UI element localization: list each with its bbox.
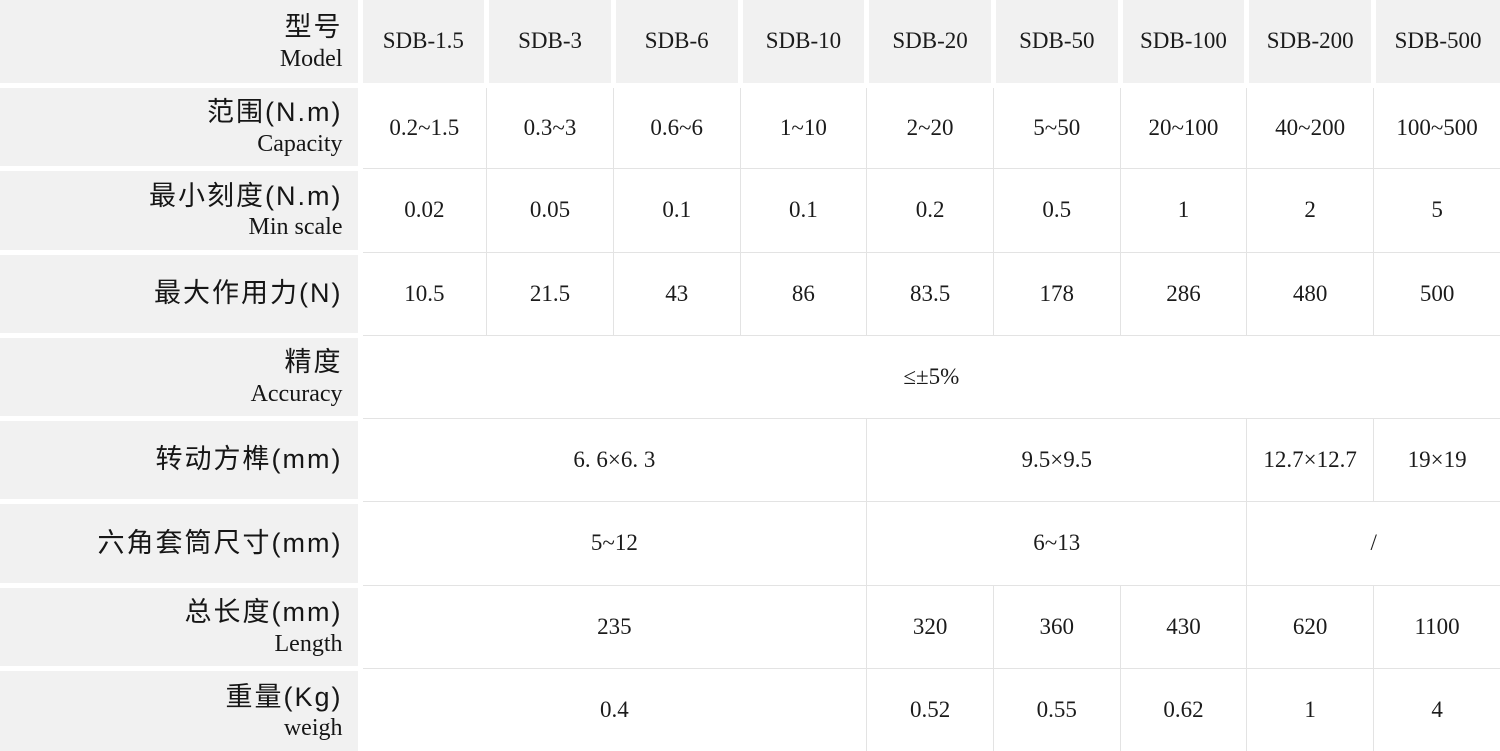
table-row-hex-socket: 六角套筒尺寸(mm) 5~12 6~13 /: [0, 498, 1500, 588]
cell-capacity: 0.2~1.5: [359, 84, 488, 169]
row-header-zh: 六角套筒尺寸(mm): [97, 527, 343, 558]
cell-hex-socket: 5~12: [359, 500, 868, 586]
cell-capacity: 1~10: [739, 84, 868, 169]
row-header-en: Capacity: [257, 130, 343, 157]
cell-max-force: 83.5: [866, 251, 994, 336]
cell-max-force: 10.5: [359, 251, 488, 336]
table-row-length: 总长度(mm) Length 235 320 360 430 620 1100: [0, 582, 1500, 671]
column-header: SDB-3: [484, 0, 616, 88]
row-header-en: Accuracy: [250, 380, 343, 407]
cell-weight: 4: [1373, 667, 1500, 751]
cell-weight: 0.55: [992, 667, 1121, 751]
cell-hex-socket: /: [1246, 500, 1500, 586]
cell-max-force: 480: [1246, 251, 1374, 336]
table-row-max-force: 最大作用力(N) 10.5 21.5 43 86 83.5 178 286 48…: [0, 249, 1500, 338]
column-header: SDB-50: [990, 0, 1123, 88]
column-header: SDB-6: [610, 0, 743, 88]
row-header-zh: 最大作用力(N): [154, 278, 343, 309]
cell-min-scale: 2: [1246, 167, 1374, 253]
row-header-min-scale: 最小刻度(N.m) Min scale: [0, 165, 363, 255]
cell-weight: 0.62: [1119, 667, 1248, 751]
column-header: SDB-10: [737, 0, 870, 88]
row-header-en: Length: [274, 630, 343, 657]
row-header-model: 型号 Model: [0, 0, 363, 88]
row-header-zh: 精度: [284, 347, 343, 378]
cell-capacity: 0.6~6: [612, 84, 741, 169]
cell-max-force: 500: [1373, 251, 1500, 336]
cell-weight: 0.4: [359, 667, 868, 751]
column-header: SDB-100: [1117, 0, 1250, 88]
row-header-max-force: 最大作用力(N): [0, 249, 363, 338]
table-row-min-scale: 最小刻度(N.m) Min scale 0.02 0.05 0.1 0.1 0.…: [0, 165, 1500, 255]
cell-min-scale: 0.1: [739, 167, 868, 253]
row-header-zh: 最小刻度(N.m): [149, 180, 343, 211]
cell-square-drive: 12.7×12.7: [1246, 417, 1374, 502]
row-header-zh: 重量(Kg): [225, 681, 343, 712]
cell-length: 430: [1119, 584, 1248, 669]
cell-min-scale: 0.05: [486, 167, 614, 253]
cell-length: 235: [359, 584, 868, 669]
cell-capacity: 100~500: [1373, 84, 1500, 169]
cell-min-scale: 1: [1119, 167, 1248, 253]
row-header-zh: 范围(N.m): [207, 97, 343, 128]
cell-max-force: 178: [992, 251, 1121, 336]
row-header-zh: 转动方榫(mm): [155, 444, 343, 475]
cell-max-force: 21.5: [486, 251, 614, 336]
table-row-capacity: 范围(N.m) Capacity 0.2~1.5 0.3~3 0.6~6 1~1…: [0, 82, 1500, 171]
row-header-zh: 总长度(mm): [184, 597, 343, 628]
cell-capacity: 2~20: [866, 84, 994, 169]
row-header-hex-socket: 六角套筒尺寸(mm): [0, 498, 363, 588]
cell-min-scale: 5: [1373, 167, 1500, 253]
cell-square-drive: 19×19: [1373, 417, 1500, 502]
row-header-capacity: 范围(N.m) Capacity: [0, 82, 363, 171]
cell-length: 620: [1246, 584, 1374, 669]
column-header: SDB-200: [1244, 0, 1376, 88]
row-header-accuracy: 精度 Accuracy: [0, 332, 363, 421]
cell-min-scale: 0.2: [866, 167, 994, 253]
row-header-en: Model: [279, 45, 343, 72]
cell-min-scale: 0.1: [612, 167, 741, 253]
column-header: SDB-500: [1371, 0, 1500, 88]
column-header: SDB-20: [864, 0, 996, 88]
cell-max-force: 86: [739, 251, 868, 336]
cell-capacity: 5~50: [992, 84, 1121, 169]
row-header-en: weigh: [283, 715, 343, 742]
cell-length: 320: [866, 584, 994, 669]
cell-length: 360: [992, 584, 1121, 669]
cell-accuracy: ≤±5%: [359, 334, 1500, 419]
row-header-square-drive: 转动方榫(mm): [0, 415, 363, 504]
column-header: SDB-1.5: [357, 0, 490, 88]
cell-capacity: 0.3~3: [486, 84, 614, 169]
table-row-model: 型号 Model SDB-1.5 SDB-3 SDB-6 SDB-10 SDB-…: [0, 0, 1500, 88]
cell-square-drive: 6. 6×6. 3: [359, 417, 868, 502]
row-header-weight: 重量(Kg) weigh: [0, 665, 363, 751]
cell-weight: 0.52: [866, 667, 994, 751]
cell-max-force: 43: [612, 251, 741, 336]
row-header-zh: 型号: [284, 12, 343, 43]
cell-hex-socket: 6~13: [866, 500, 1248, 586]
cell-min-scale: 0.02: [359, 167, 488, 253]
row-header-en: Min scale: [248, 214, 343, 241]
table-row-accuracy: 精度 Accuracy ≤±5%: [0, 332, 1500, 421]
cell-capacity: 40~200: [1246, 84, 1374, 169]
table-row-square-drive: 转动方榫(mm) 6. 6×6. 3 9.5×9.5 12.7×12.7 19×…: [0, 415, 1500, 504]
cell-capacity: 20~100: [1119, 84, 1248, 169]
cell-weight: 1: [1246, 667, 1374, 751]
cell-min-scale: 0.5: [992, 167, 1121, 253]
cell-square-drive: 9.5×9.5: [866, 417, 1248, 502]
row-header-length: 总长度(mm) Length: [0, 582, 363, 671]
table-row-weight: 重量(Kg) weigh 0.4 0.52 0.55 0.62 1 4: [0, 665, 1500, 751]
cell-max-force: 286: [1119, 251, 1248, 336]
cell-length: 1100: [1373, 584, 1500, 669]
